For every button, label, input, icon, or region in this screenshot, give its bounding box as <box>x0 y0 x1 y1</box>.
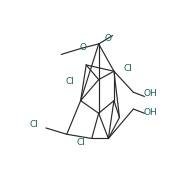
Text: Cl: Cl <box>76 138 85 147</box>
Text: Cl: Cl <box>65 77 74 86</box>
Text: Cl: Cl <box>29 120 38 129</box>
Text: OH: OH <box>144 108 158 117</box>
Text: O: O <box>80 43 87 52</box>
Text: Cl: Cl <box>123 64 132 73</box>
Text: OH: OH <box>144 89 158 98</box>
Text: O: O <box>104 34 111 43</box>
